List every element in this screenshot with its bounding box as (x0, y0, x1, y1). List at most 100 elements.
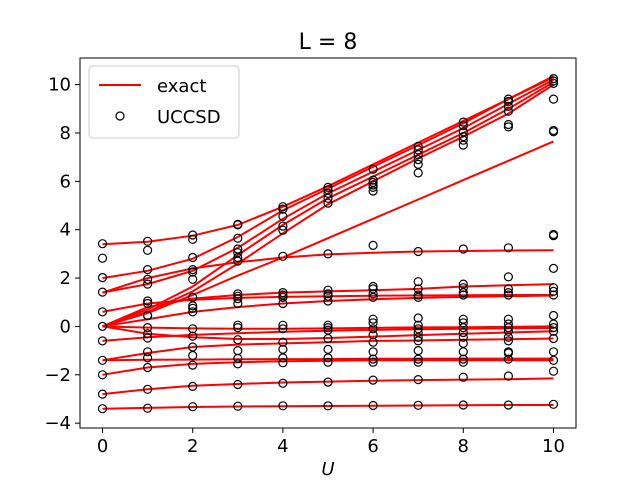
uccsd-point-u2-15 (188, 381, 198, 391)
uccsd-point-u3-13 (233, 335, 243, 345)
uccsd-point-u4-4 (278, 225, 288, 235)
uccsd-point-u6-18 (368, 357, 378, 367)
uccsd-point-u6-15 (368, 337, 378, 347)
y-tick-label-0: 0 (60, 316, 71, 337)
uccsd-point-u5-16 (323, 357, 333, 367)
uccsd-point-u6-7 (368, 281, 378, 292)
uccsd-point-u2-13 (188, 350, 198, 361)
uccsd-point-u3-6 (233, 256, 243, 266)
uccsd-point-u3-1 (233, 220, 243, 230)
exact-series-line-2 (102, 81, 555, 328)
uccsd-point-u1-15 (143, 384, 153, 394)
uccsd-point-u7-6 (413, 246, 423, 257)
uccsd-point-u1-10 (143, 329, 153, 339)
uccsd-point-u9-1 (503, 96, 513, 107)
exact-series-line-4 (102, 76, 554, 280)
uccsd-point-u0-10 (97, 404, 108, 414)
uccsd-point-u6-11 (368, 314, 378, 324)
exact-series-line-16 (102, 377, 554, 396)
uccsd-point-u3-12 (233, 323, 243, 333)
uccsd-point-u10-16 (548, 333, 559, 344)
y-tick-label--2: −2 (44, 365, 71, 386)
uccsd-point-u7-11 (413, 313, 423, 323)
uccsd-point-u8-1 (458, 121, 468, 131)
uccsd-point-u4-1 (278, 204, 288, 214)
uccsd-point-u5-7 (323, 289, 333, 299)
uccsd-point-u1-14 (143, 362, 153, 373)
uccsd-point-u4-10 (278, 320, 288, 330)
exact-series-line-1 (102, 83, 555, 328)
uccsd-point-u10-10 (548, 286, 559, 296)
exact-series-line-12 (102, 325, 554, 340)
uccsd-point-u1-2 (143, 265, 153, 275)
uccsd-point-u1-13 (143, 353, 153, 363)
exact-series-line-17 (102, 404, 554, 410)
uccsd-point-u6-19 (368, 375, 378, 385)
uccsd-point-u9-10 (503, 290, 513, 300)
uccsd-point-u1-12 (143, 347, 153, 357)
uccsd-point-u2-1 (188, 234, 198, 244)
uccsd-point-u7-16 (413, 336, 423, 346)
uccsd-point-u7-3 (413, 155, 423, 165)
uccsd-point-u3-16 (233, 359, 243, 369)
uccsd-point-u10-5 (548, 127, 559, 137)
uccsd-point-u5-13 (323, 333, 333, 344)
uccsd-point-u6-16 (368, 347, 378, 357)
uccsd-point-u1-9 (143, 323, 153, 333)
uccsd-point-u6-10 (368, 292, 378, 302)
uccsd-point-u8-9 (458, 288, 468, 298)
x-axis-label: U (321, 459, 334, 480)
uccsd-point-u7-20 (413, 375, 423, 385)
uccsd-point-u4-15 (278, 358, 288, 368)
uccsd-point-u2-4 (188, 267, 198, 277)
exact-series-line-8 (102, 294, 554, 313)
uccsd-point-u7-9 (413, 290, 423, 300)
uccsd-point-u7-2 (413, 150, 423, 160)
axes-frame (79, 57, 577, 429)
uccsd-point-u2-3 (188, 265, 198, 275)
uccsd-point-u2-5 (188, 274, 198, 284)
uccsd-point-u3-18 (233, 401, 243, 411)
uccsd-point-u0-2 (97, 273, 108, 283)
uccsd-point-u1-16 (143, 403, 153, 413)
uccsd-point-u5-11 (323, 323, 333, 333)
uccsd-point-u8-15 (458, 332, 468, 342)
uccsd-point-u10-11 (548, 290, 559, 300)
uccsd-point-u3-2 (233, 233, 243, 243)
uccsd-point-u7-18 (413, 354, 423, 364)
y-tick-label-6: 6 (60, 171, 71, 192)
uccsd-point-u5-5 (323, 249, 333, 259)
uccsd-point-u9-12 (503, 319, 513, 329)
uccsd-point-u8-13 (458, 323, 468, 333)
uccsd-point-u2-11 (188, 331, 198, 341)
uccsd-point-u2-10 (188, 324, 198, 334)
uccsd-point-u10-20 (548, 399, 559, 409)
uccsd-point-u6-1 (368, 175, 378, 185)
uccsd-point-u8-8 (458, 283, 468, 293)
uccsd-point-u3-9 (233, 294, 243, 304)
uccsd-point-u5-0 (323, 182, 333, 192)
uccsd-point-u10-2 (548, 78, 559, 89)
uccsd-point-u6-0 (368, 164, 378, 174)
uccsd-point-u7-5 (413, 168, 423, 178)
uccsd-point-u2-9 (188, 307, 198, 317)
uccsd-point-u6-6 (368, 240, 378, 250)
uccsd-point-u9-7 (503, 272, 513, 282)
uccsd-point-u3-11 (233, 320, 243, 330)
uccsd-point-u6-12 (368, 318, 378, 328)
uccsd-point-u6-3 (368, 180, 378, 190)
uccsd-point-u8-6 (458, 244, 468, 254)
uccsd-point-u8-0 (458, 117, 468, 127)
exact-series-line-15 (102, 359, 554, 376)
uccsd-point-u4-14 (278, 353, 288, 363)
uccsd-point-u4-0 (278, 202, 288, 212)
uccsd-point-u9-16 (503, 336, 513, 346)
uccsd-point-u10-0 (548, 73, 559, 84)
uccsd-point-u0-4 (97, 307, 108, 317)
uccsd-point-u9-9 (503, 288, 513, 298)
uccsd-point-u9-13 (503, 323, 513, 333)
uccsd-point-u0-8 (97, 370, 108, 380)
uccsd-point-u10-1 (548, 76, 559, 86)
uccsd-point-u8-14 (458, 327, 468, 338)
uccsd-point-u10-8 (548, 263, 559, 273)
